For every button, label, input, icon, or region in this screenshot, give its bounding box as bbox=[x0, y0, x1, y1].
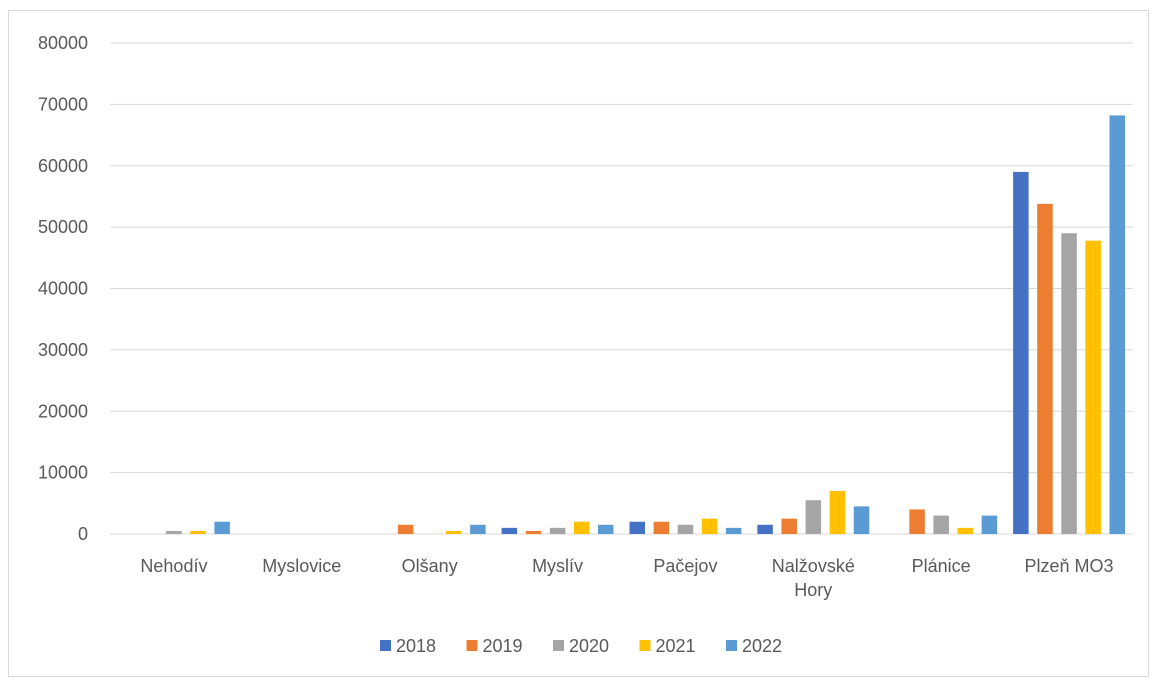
x-category-label: Olšany bbox=[402, 556, 458, 576]
bar-2018-4 bbox=[629, 521, 645, 534]
legend-swatch-2019 bbox=[466, 640, 478, 651]
bar-2022-6 bbox=[981, 515, 998, 534]
bar-2019-2 bbox=[397, 524, 414, 534]
x-axis-categories: Nehodív Myslovice Olšany Myslív Pačejov Nalžo… bbox=[140, 556, 1113, 600]
y-tick-label: 50000 bbox=[38, 217, 88, 237]
legend-swatch-2022 bbox=[726, 640, 737, 651]
bar-2022-7 bbox=[1109, 115, 1126, 535]
y-tick-label: 80000 bbox=[38, 33, 88, 53]
x-category-label: Pačejov bbox=[653, 556, 717, 576]
y-tick-label: 10000 bbox=[38, 463, 88, 483]
bar-2022-2 bbox=[470, 524, 486, 534]
y-tick-label: 0 bbox=[78, 524, 88, 544]
y-tick-label: 20000 bbox=[38, 401, 88, 421]
chart-frame bbox=[8, 10, 1149, 677]
legend-label-2022: 2022 bbox=[742, 636, 782, 656]
x-category-label: Plánice bbox=[912, 556, 971, 576]
bar-2021-3 bbox=[573, 521, 590, 534]
y-tick-label: 60000 bbox=[38, 156, 88, 176]
bar-2022-5 bbox=[853, 506, 870, 534]
x-category-label: Myslovice bbox=[262, 556, 341, 576]
y-tick-label: 70000 bbox=[38, 94, 88, 114]
legend-swatch-2021 bbox=[639, 640, 651, 651]
bar-2020-5 bbox=[805, 500, 822, 534]
bar-2021-5 bbox=[829, 491, 846, 534]
bar-2020-7 bbox=[1061, 233, 1077, 534]
legend: 2018 2019 2020 2021 2022 bbox=[380, 636, 782, 656]
legend-label-2019: 2019 bbox=[483, 636, 523, 656]
bars bbox=[166, 115, 1126, 535]
y-tick-label: 30000 bbox=[38, 340, 88, 360]
legend-swatch-2018 bbox=[380, 640, 391, 651]
bar-2018-7 bbox=[1013, 171, 1029, 534]
bar-2018-3 bbox=[501, 527, 518, 534]
x-category-label: Nehodív bbox=[140, 556, 207, 576]
bar-2022-0 bbox=[214, 521, 230, 534]
bar-2018-5 bbox=[757, 524, 773, 534]
x-category-label: Myslív bbox=[532, 556, 583, 576]
bar-2021-0 bbox=[190, 530, 206, 534]
y-axis-ticks: 0 10000 20000 30000 40000 50000 60000 70000 8000… bbox=[38, 33, 88, 544]
bar-2021-6 bbox=[957, 527, 974, 534]
bar-2021-2 bbox=[446, 530, 462, 534]
bar-2020-0 bbox=[166, 530, 182, 534]
bar-2019-4 bbox=[653, 521, 670, 534]
bar-2020-4 bbox=[677, 524, 694, 534]
bar-2019-7 bbox=[1037, 203, 1053, 535]
bar-2022-3 bbox=[598, 524, 614, 534]
bar-2021-7 bbox=[1085, 240, 1101, 534]
gridlines bbox=[110, 42, 1133, 535]
bar-2021-4 bbox=[701, 518, 718, 534]
bar-2022-4 bbox=[725, 527, 742, 534]
bar-2019-5 bbox=[781, 518, 797, 534]
bar-2020-3 bbox=[549, 527, 566, 534]
bar-2019-3 bbox=[525, 530, 542, 534]
bar-2019-6 bbox=[909, 509, 925, 534]
legend-label-2018: 2018 bbox=[396, 636, 436, 656]
legend-label-2021: 2021 bbox=[656, 636, 696, 656]
bar-2020-6 bbox=[933, 515, 949, 534]
x-category-label: Plzeň MO3 bbox=[1025, 556, 1114, 576]
x-category-label: Nalžovské Hory bbox=[772, 556, 855, 600]
legend-swatch-2020 bbox=[553, 640, 564, 651]
legend-label-2020: 2020 bbox=[569, 636, 609, 656]
y-tick-label: 40000 bbox=[38, 279, 88, 299]
